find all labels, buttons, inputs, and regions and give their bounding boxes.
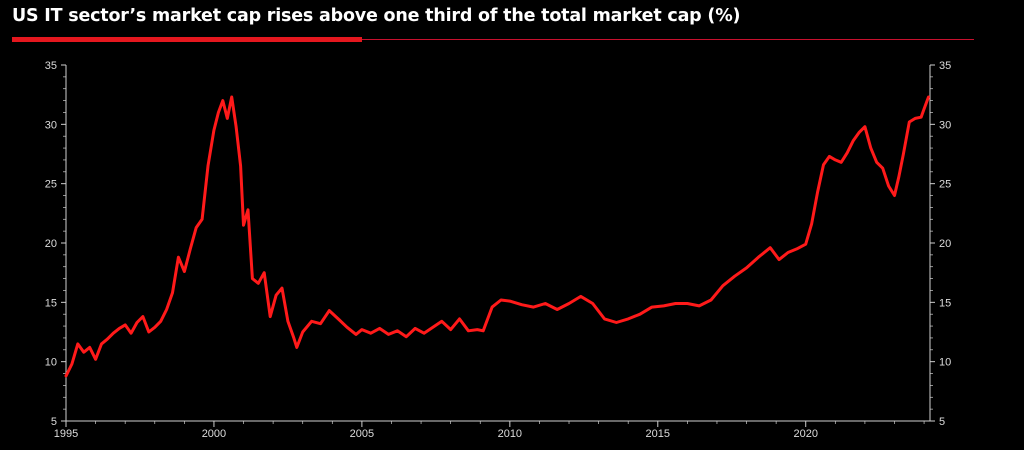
chart-title: US IT sector’s market cap rises above on… — [12, 6, 741, 26]
x-tick-label: 2020 — [793, 428, 817, 440]
y-tick-label-left: 15 — [45, 297, 57, 309]
y-tick-label-right: 25 — [939, 179, 951, 191]
chart-axes — [65, 65, 931, 422]
y-axis-left: 5 10 15 20 25 30 35 — [45, 60, 66, 428]
y-tick-label-right: 30 — [939, 119, 951, 131]
y-tick-label-left: 25 — [45, 179, 57, 191]
title-accent-bar — [12, 37, 362, 42]
x-axis: 1995 2000 2005 2010 2015 2020 — [54, 421, 925, 440]
title-underline — [12, 39, 974, 40]
y-tick-label-right: 5 — [939, 416, 945, 428]
x-tick-label: 2000 — [202, 428, 226, 440]
y-tick-label-right: 10 — [939, 357, 951, 369]
x-tick-label: 2010 — [498, 428, 522, 440]
series-line — [64, 95, 930, 378]
y-tick-label-right: 35 — [939, 60, 951, 72]
y-tick-label-left: 35 — [45, 60, 57, 72]
y-tick-label-left: 5 — [51, 416, 57, 428]
x-tick-label: 2005 — [350, 428, 374, 440]
y-tick-label-right: 20 — [939, 238, 951, 250]
x-tick-label: 2015 — [646, 428, 670, 440]
y-tick-label-left: 10 — [45, 357, 57, 369]
y-tick-label-right: 15 — [939, 297, 951, 309]
y-axis-right: 5 10 15 20 25 30 35 — [930, 60, 951, 428]
x-tick-label: 1995 — [54, 428, 78, 440]
series-group — [64, 95, 930, 378]
y-tick-label-left: 30 — [45, 119, 57, 131]
y-tick-label-left: 20 — [45, 238, 57, 250]
